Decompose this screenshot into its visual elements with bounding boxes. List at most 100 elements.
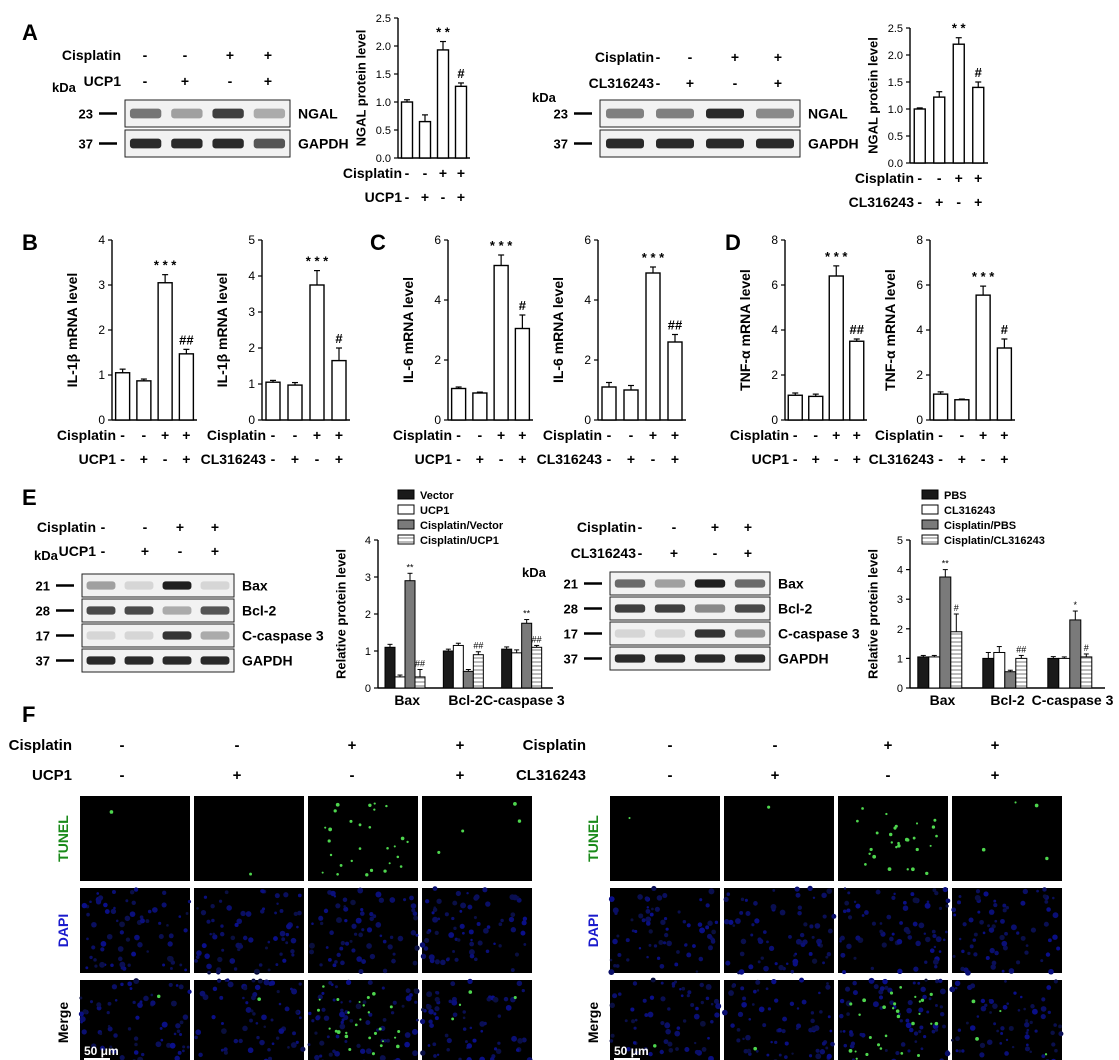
nucleus-dot (340, 940, 345, 946)
nucleus-dot (139, 915, 144, 920)
nucleus-dot (279, 930, 286, 937)
nucleus-dot (763, 965, 769, 972)
tunel-positive-dot (513, 995, 517, 1000)
tunel-positive-dot (324, 826, 327, 829)
tunel-positive-dot (895, 845, 898, 849)
nucleus-dot (379, 934, 383, 938)
nucleus-dot (207, 970, 211, 975)
nucleus-dot (286, 923, 292, 930)
nucleus-dot (774, 998, 779, 1003)
nucleus-dot (424, 899, 430, 904)
nucleus-dot (450, 981, 456, 987)
nucleus-dot (86, 912, 90, 917)
nucleus-dot (645, 908, 651, 914)
nucleus-dot (631, 1019, 636, 1024)
nucleus-dot (194, 958, 198, 963)
condition-label: Cisplatin (62, 47, 121, 63)
bar (993, 651, 1006, 689)
nucleus-dot (350, 899, 356, 906)
tunel-positive-dot (918, 1000, 922, 1003)
panel-label-c: C (370, 230, 386, 255)
nucleus-dot (291, 988, 298, 995)
nucleus-dot (826, 952, 832, 957)
nucleus-dot (873, 984, 879, 990)
nucleus-dot (134, 934, 140, 941)
condition-sign: + (670, 545, 678, 561)
nucleus-dot (987, 924, 991, 928)
tunel-positive-dot (864, 863, 867, 866)
y-tick-label: 2 (365, 609, 371, 621)
scale-bar-label: 50 μm (614, 1044, 649, 1058)
nucleus-dot (276, 990, 280, 994)
tunel-positive-dot (397, 1030, 401, 1033)
nucleus-dot (242, 935, 248, 941)
nucleus-dot (693, 1013, 700, 1020)
nucleus-dot (98, 895, 104, 901)
blot-band (694, 604, 726, 613)
nucleus-dot (852, 990, 858, 996)
nucleus-dot (1006, 1002, 1010, 1005)
nucleus-dot (796, 1023, 802, 1029)
nucleus-dot (772, 889, 776, 892)
nucleus-dot (642, 998, 647, 1003)
condition-sign: - (651, 451, 656, 467)
nucleus-dot (252, 1012, 256, 1016)
nucleus-dot (404, 1041, 410, 1048)
condition-label: CL316243 (589, 75, 655, 91)
nucleus-dot (254, 984, 261, 991)
nucleus-dot (882, 978, 888, 985)
nucleus-dot (332, 998, 336, 1002)
condition-sign: - (183, 47, 188, 63)
tunel-positive-dot (890, 841, 893, 844)
nucleus-dot (261, 907, 266, 911)
tunel-positive-dot (653, 1044, 657, 1048)
y-tick-label: 1 (897, 653, 903, 665)
nucleus-dot (653, 944, 658, 948)
tunel-positive-dot (157, 994, 161, 999)
bar (1080, 656, 1093, 689)
nucleus-dot (275, 1036, 280, 1040)
nucleus-dot (903, 926, 910, 933)
blot-strip (81, 598, 235, 623)
nucleus-dot (755, 1049, 759, 1053)
nucleus-dot (785, 962, 789, 965)
nucleus-dot (912, 921, 918, 927)
nucleus-dot (223, 1047, 228, 1052)
tunel-positive-dot (394, 1036, 397, 1039)
nucleus-dot (728, 919, 734, 925)
nucleus-dot (410, 930, 417, 936)
y-tick-label: 0.0 (888, 158, 903, 170)
tunel-positive-dot (372, 991, 376, 996)
nucleus-dot (1020, 935, 1026, 941)
kda-marker-value: 17 (36, 629, 50, 644)
nucleus-dot (107, 1024, 111, 1028)
nucleus-dot (662, 941, 667, 945)
bar (928, 656, 941, 689)
nucleus-dot (920, 986, 926, 993)
tunel-positive-dot (925, 871, 929, 876)
blot-band (253, 108, 286, 119)
nucleus-dot (634, 1018, 638, 1022)
nucleus-dot (846, 943, 852, 950)
nucleus-dot (454, 957, 459, 962)
nucleus-dot (976, 1015, 980, 1018)
blot-strip (81, 573, 235, 598)
tunel-positive-dot (914, 995, 917, 998)
y-tick-label: 0.5 (376, 125, 391, 137)
nucleus-dot (788, 934, 792, 939)
condition-sign: - (638, 545, 643, 561)
nucleus-dot (421, 1008, 425, 1012)
blot-band (654, 629, 686, 638)
nucleus-dot (177, 1050, 182, 1055)
nucleus-dot (917, 981, 921, 985)
y-tick-label: 6 (434, 233, 441, 247)
nucleus-dot (488, 995, 492, 999)
condition-sign: + (291, 451, 299, 467)
bar (404, 580, 416, 689)
nucleus-dot (741, 1001, 747, 1008)
nucleus-dot (493, 942, 496, 946)
nucleus-dot (707, 920, 713, 926)
nucleus-dot (1043, 921, 1049, 927)
nucleus-dot (353, 932, 358, 936)
nucleus-dot (952, 954, 956, 958)
